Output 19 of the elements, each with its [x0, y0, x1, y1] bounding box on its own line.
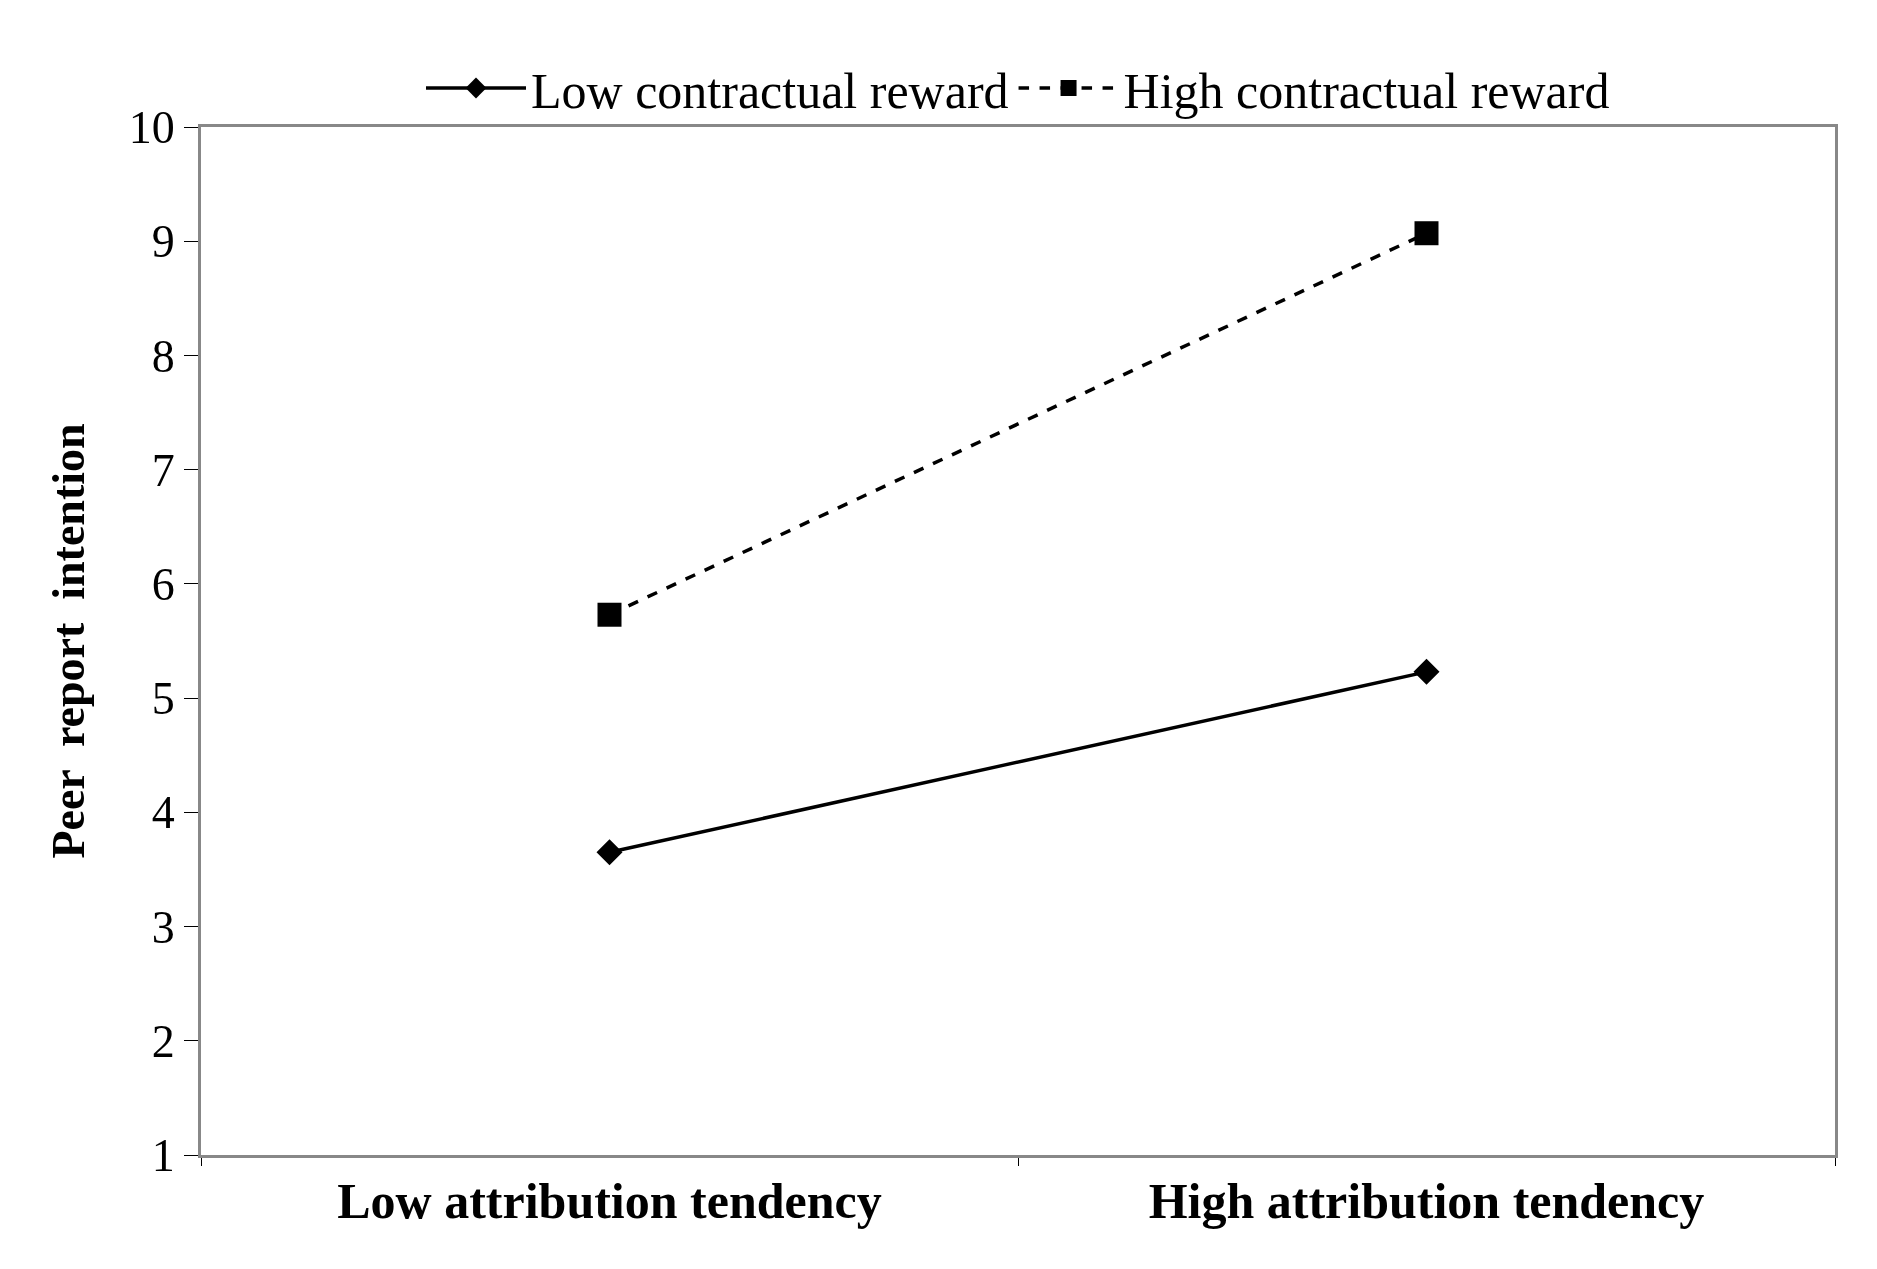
legend-label: Low contractual reward	[531, 62, 1009, 119]
y-tick-label: 4	[151, 787, 175, 839]
y-tick-label: 7	[151, 444, 175, 496]
y-tick-label: 10	[128, 102, 175, 154]
y-tick-label: 3	[151, 901, 175, 953]
x-tick-label: High attribution tendency	[1148, 1173, 1705, 1229]
y-tick-label: 8	[151, 330, 175, 382]
point	[596, 839, 623, 866]
y-tick-label: 5	[151, 673, 175, 725]
legend-label: High contractual reward	[1123, 62, 1610, 119]
point	[1414, 221, 1439, 246]
y-tick-label: 9	[151, 216, 175, 268]
y-tick-label: 6	[151, 558, 175, 610]
y-tick-label: 2	[151, 1015, 175, 1067]
y-axis-title: Peer report intention	[43, 423, 95, 859]
x-tick-label: Low attribution tendency	[337, 1173, 882, 1229]
point	[1413, 658, 1440, 685]
y-tick-label: 1	[151, 1130, 175, 1182]
point	[597, 602, 622, 627]
